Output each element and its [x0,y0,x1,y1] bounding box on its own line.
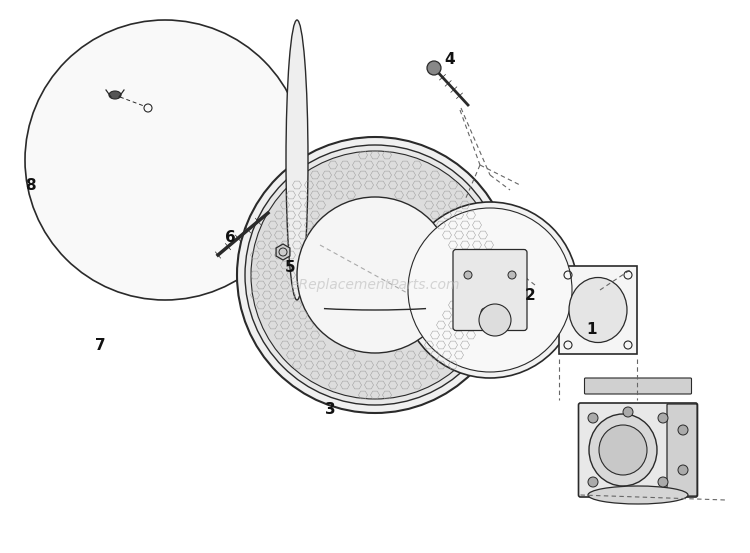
Circle shape [237,137,513,413]
Circle shape [297,197,453,353]
Circle shape [408,208,572,372]
Circle shape [678,425,688,435]
Circle shape [427,61,441,75]
FancyBboxPatch shape [559,266,637,354]
Circle shape [588,477,598,487]
Text: 1: 1 [586,322,597,337]
Text: 4: 4 [445,53,455,67]
Circle shape [402,202,578,378]
Text: 5: 5 [285,260,296,275]
Text: eReplacementParts.com: eReplacementParts.com [290,278,460,292]
Circle shape [251,151,499,399]
Circle shape [479,304,511,336]
Text: 8: 8 [25,178,35,192]
Ellipse shape [588,486,688,504]
Ellipse shape [599,425,647,475]
FancyBboxPatch shape [584,378,692,394]
Circle shape [464,271,472,279]
Circle shape [678,465,688,475]
Circle shape [25,20,305,300]
Circle shape [658,413,668,423]
Circle shape [623,407,633,417]
Text: 3: 3 [325,403,335,418]
Ellipse shape [589,414,657,486]
FancyBboxPatch shape [453,249,527,331]
Text: 2: 2 [525,288,536,302]
Text: 6: 6 [225,231,236,246]
Circle shape [481,308,489,316]
Text: 7: 7 [94,337,105,352]
Circle shape [508,271,516,279]
Ellipse shape [286,20,308,300]
Ellipse shape [109,91,121,99]
FancyBboxPatch shape [578,403,698,497]
Circle shape [245,145,505,405]
Circle shape [491,308,499,316]
Circle shape [588,413,598,423]
Circle shape [658,477,668,487]
FancyBboxPatch shape [667,404,697,496]
Ellipse shape [569,278,627,342]
